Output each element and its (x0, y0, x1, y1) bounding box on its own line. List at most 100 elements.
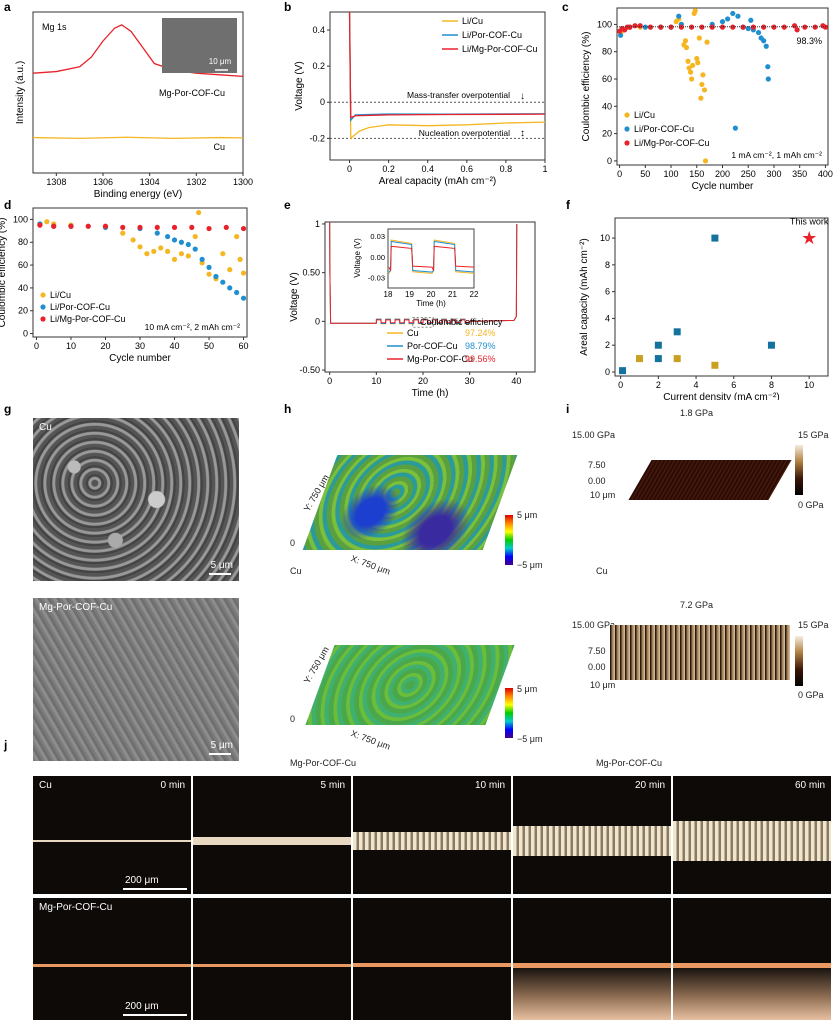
y-tick-label: 0.50 (302, 268, 320, 278)
x-axis-label: Cycle number (109, 353, 171, 364)
legend-marker (624, 140, 630, 146)
y-tick-label: 0 (23, 329, 28, 339)
sem-scale-text: 5 μm (210, 560, 233, 571)
data-point (220, 279, 226, 285)
colorbar (795, 636, 803, 686)
x-axis-label: Binding energy (eV) (94, 189, 182, 200)
data-point (178, 239, 185, 245)
data-point (206, 264, 212, 270)
panel-label-f: f (566, 198, 570, 212)
data-point (44, 219, 50, 225)
plot-frame (614, 217, 829, 377)
legend-label: Li/Cu (462, 16, 483, 26)
sample-label: Cu (596, 566, 608, 576)
inset-frame (387, 228, 475, 289)
data-point (698, 95, 704, 101)
data-point (765, 64, 771, 70)
data-point (632, 23, 638, 29)
data-point (223, 224, 229, 231)
y-tick-label: 4 (605, 313, 610, 323)
data-point (171, 224, 178, 231)
data-point (51, 223, 57, 229)
x-tick-label: 10 (804, 380, 814, 390)
y-tick-label: 60 (18, 260, 28, 270)
panel-label-d: d (4, 198, 12, 212)
inset-y-tick-label: -0.03 (368, 274, 385, 283)
panel-label-h: h (284, 402, 292, 416)
data-point (690, 62, 696, 68)
x-tick-label: 20 (100, 341, 110, 351)
x-tick-label: 0 (327, 376, 332, 386)
legend-label: Li/Cu (634, 110, 655, 120)
deposit-layer (353, 831, 511, 850)
y-axis-label: Voltage (V) (294, 61, 305, 110)
inset-x-tick-label: 20 (427, 290, 436, 299)
data-point (700, 72, 706, 78)
x-tick-label: 400 (818, 169, 833, 179)
x-tick-label: 2 (656, 380, 661, 390)
y-axis-label: Coulombic efficiency (%) (0, 218, 8, 328)
x-tick-label: 0 (34, 341, 39, 351)
data-point (683, 44, 690, 51)
optical-frame: 10 min (353, 776, 511, 894)
star-icon: ★ (801, 228, 817, 248)
deposit-layer (33, 963, 191, 967)
data-point (676, 13, 682, 19)
y-axis-label: Voltage (V) (289, 272, 300, 321)
optical-frame (513, 898, 671, 1020)
z-tick: 7.50 (588, 460, 606, 470)
legend-label: Li/Por-COF-Cu (50, 302, 110, 312)
sem-label-mg: Mg-Por-COF-Cu (39, 602, 113, 613)
data-point (137, 244, 143, 250)
legend-label: Por-COF-Cu (407, 341, 458, 351)
data-point (686, 65, 692, 71)
legend-marker (40, 292, 46, 298)
sample-label: Mg-Por-COF-Cu (596, 758, 663, 768)
annotation: Mg-Por-COF-Cu (159, 88, 225, 98)
data-point (745, 25, 751, 32)
data-point (120, 224, 126, 231)
x-tick-label: 10 (66, 341, 76, 351)
x-axis-label: X: 750 μm (349, 553, 392, 577)
data-point (206, 225, 212, 232)
data-point (130, 237, 136, 243)
colorbar-min: −5 μm (517, 734, 543, 744)
deposit-layer (353, 963, 511, 968)
z-tick: 0.00 (588, 476, 606, 486)
data-point (234, 289, 240, 296)
annotation: Mass-transfer overpotential (407, 90, 510, 100)
data-point (158, 245, 164, 251)
data-point (692, 8, 698, 14)
optical-frame (193, 898, 351, 1020)
x-tick-label: 40 (170, 341, 180, 351)
y-tick-label: 2 (605, 340, 610, 350)
data-point (730, 10, 736, 17)
sem-image-mg-por-cof-cu: Mg-Por-COF-Cu 5 μm (33, 598, 239, 761)
data-point (781, 24, 787, 30)
time-label: 60 min (794, 780, 825, 791)
y-tick-label: 1 (315, 219, 320, 229)
data-point (654, 341, 662, 349)
panel-label-j: j (4, 738, 8, 752)
data-point (637, 23, 643, 29)
x-tick-label: 1302 (186, 177, 206, 187)
y-tick-label: 0 (605, 367, 610, 377)
annotation: Cu (213, 142, 225, 152)
data-point (704, 39, 710, 45)
data-point (755, 29, 762, 36)
x-tick-label: 0.4 (421, 164, 434, 174)
data-point (240, 225, 247, 232)
data-point (227, 285, 233, 291)
data-point (227, 267, 233, 273)
legend-marker (40, 316, 46, 322)
data-point (240, 270, 247, 276)
data-point (709, 24, 715, 30)
data-point (68, 223, 74, 229)
data-point (137, 224, 143, 231)
efficiency-value: 98.79% (465, 341, 496, 351)
legend-label: Li/Cu (50, 290, 71, 300)
data-point (85, 223, 91, 229)
x-axis-label: Current density (mA cm⁻²) (663, 392, 779, 400)
inset-y-tick-label: 0.03 (370, 232, 385, 241)
